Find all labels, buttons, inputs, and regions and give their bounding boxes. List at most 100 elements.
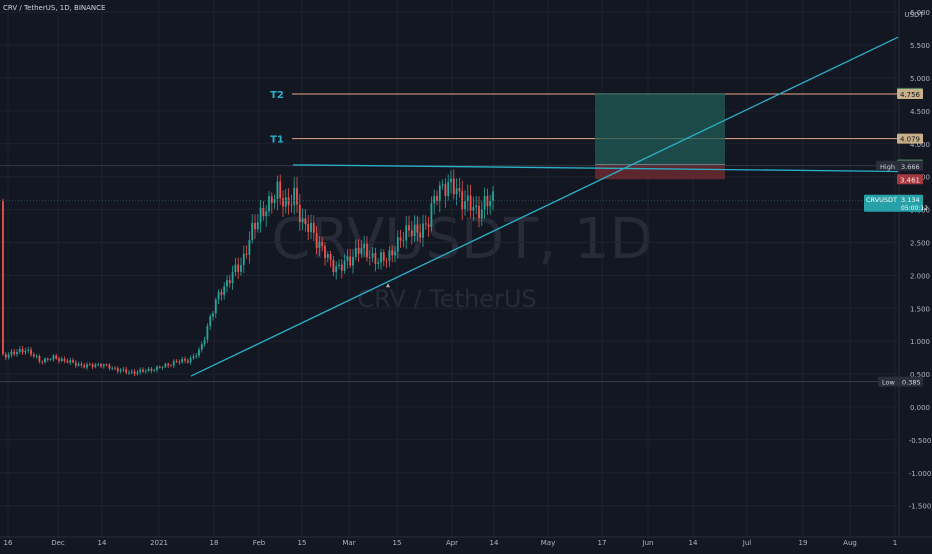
price-badge xyxy=(897,174,923,185)
low-marker-value: 0.385 xyxy=(902,379,921,387)
candle-body xyxy=(371,253,374,258)
price-tick-label: -1.500 xyxy=(909,503,932,511)
price-tick-label: 6.000 xyxy=(910,9,930,17)
candle-body xyxy=(452,178,455,195)
time-tick-label: Dec xyxy=(51,539,65,547)
candle-body xyxy=(4,354,7,358)
candle-body xyxy=(105,364,108,366)
candle-body xyxy=(374,253,377,264)
candle-body xyxy=(172,361,175,366)
candle-body xyxy=(315,232,318,248)
candle-body xyxy=(430,203,433,227)
time-tick-label: 16 xyxy=(4,539,13,547)
candle-body xyxy=(49,359,52,361)
candle-body xyxy=(203,339,206,345)
resistance-trendline[interactable] xyxy=(292,164,899,173)
candle-body xyxy=(461,191,464,210)
candle-body xyxy=(270,196,273,203)
candle-body xyxy=(380,252,382,263)
last-price-symbol: CRVUSDT xyxy=(866,196,897,204)
price-tick-label: 4.500 xyxy=(910,108,930,116)
candle-body xyxy=(326,254,329,258)
candle-body xyxy=(114,367,116,369)
time-tick-label: Apr xyxy=(446,539,458,547)
time-tick-label: 14 xyxy=(98,539,107,547)
candle-body xyxy=(480,209,483,219)
candle-body xyxy=(419,232,422,238)
candle-body xyxy=(455,188,458,195)
candle-body xyxy=(91,364,94,367)
candle-body xyxy=(368,257,371,258)
support-trendline[interactable] xyxy=(190,36,899,377)
candle-body xyxy=(248,240,251,255)
candle-body xyxy=(237,264,240,272)
time-tick-label: 2021 xyxy=(150,539,168,547)
candle-body xyxy=(338,264,340,267)
candle-body xyxy=(489,200,492,207)
candle-body xyxy=(122,369,125,371)
candle-body xyxy=(7,354,10,358)
candle-body xyxy=(21,349,24,353)
candle-body xyxy=(119,370,122,372)
candle-body xyxy=(198,349,200,356)
candle-body xyxy=(310,222,312,233)
candle-body xyxy=(13,351,16,355)
candle-body xyxy=(402,240,405,242)
candle-body xyxy=(136,372,139,374)
loss-zone[interactable] xyxy=(595,164,725,180)
candle-body xyxy=(206,326,209,340)
candle-body xyxy=(436,195,438,201)
candle-body xyxy=(475,205,478,208)
price-tick-label: -1.000 xyxy=(909,470,932,478)
profit-zone[interactable] xyxy=(595,92,725,165)
candle-body xyxy=(464,201,466,210)
price-tick-label: -0.500 xyxy=(909,437,932,445)
candle-body xyxy=(97,364,100,365)
candle-body xyxy=(318,241,321,248)
candle-body xyxy=(164,363,167,368)
candle-body xyxy=(324,245,326,258)
candle-body xyxy=(450,178,452,182)
candle-body xyxy=(175,361,178,363)
candle-body xyxy=(116,368,119,372)
candle-body xyxy=(273,199,276,203)
candle-body xyxy=(220,291,223,296)
candle-body xyxy=(178,361,181,363)
candle-body xyxy=(80,363,83,366)
candle-body xyxy=(458,188,461,192)
last-price-value: 3.134 xyxy=(901,196,920,204)
candle-body xyxy=(478,205,480,219)
price-tick-label: 2.500 xyxy=(910,240,930,248)
candle-body xyxy=(298,204,301,223)
candle-body xyxy=(424,223,427,225)
price-tick-label: 5.000 xyxy=(910,75,930,83)
price-badge-label: 4.756 xyxy=(900,91,921,99)
low-marker-badge xyxy=(878,376,923,387)
candle-body xyxy=(150,368,153,371)
candle-body xyxy=(69,360,72,363)
price-badge-label: 4.079 xyxy=(900,136,920,144)
candle-body xyxy=(385,260,388,262)
candle-body xyxy=(307,223,310,233)
candle-body xyxy=(349,256,352,266)
candle-body xyxy=(304,218,307,224)
candle-body xyxy=(10,351,13,355)
candle-body xyxy=(128,372,130,374)
candle-body xyxy=(254,222,256,230)
candle-body xyxy=(405,225,408,241)
candle-body xyxy=(60,358,63,362)
time-tick-label: May xyxy=(541,539,555,547)
arrow-marker-icon xyxy=(386,283,390,288)
candle-body xyxy=(296,187,298,205)
candle-body xyxy=(161,367,164,368)
candle-body xyxy=(200,344,203,350)
candle-body xyxy=(251,222,254,241)
candle-body xyxy=(377,262,380,264)
price-tick-label: 1.000 xyxy=(910,338,930,346)
candle-body xyxy=(382,252,385,261)
candle-body xyxy=(343,260,346,271)
symbol-header[interactable]: CRV / TetherUS, 1D, BINANCE xyxy=(3,4,106,12)
candle-body xyxy=(72,360,74,363)
